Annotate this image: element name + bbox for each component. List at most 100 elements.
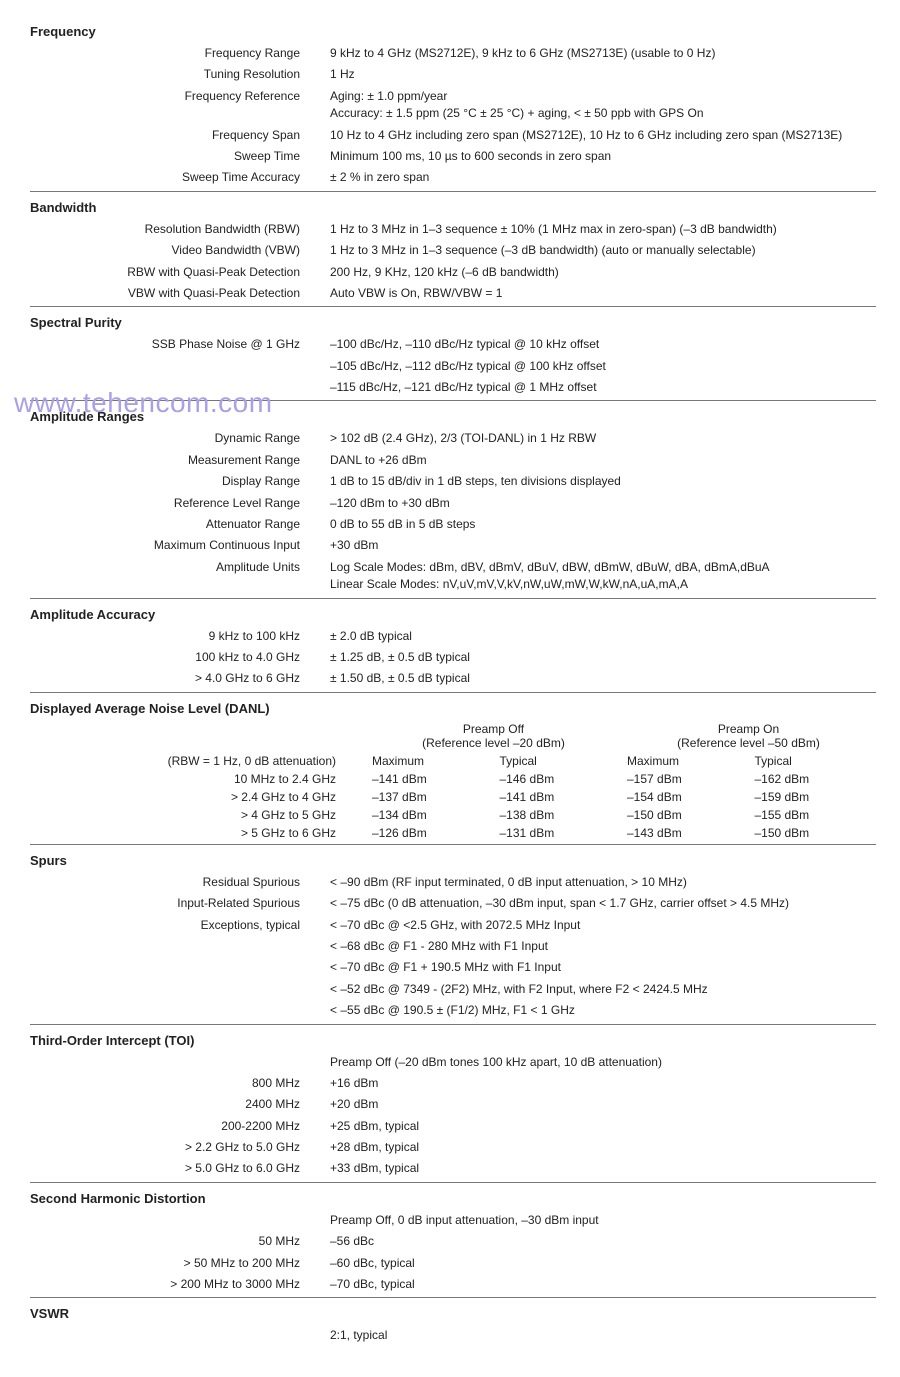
spec-label — [30, 959, 330, 976]
spec-label: Sweep Time — [30, 148, 330, 165]
spec-row: Resolution Bandwidth (RBW)1 Hz to 3 MHz … — [30, 219, 876, 240]
danl-cell: –157 dBm — [621, 770, 748, 788]
spec-value: 1 Hz — [330, 66, 876, 83]
spec-row: > 2.2 GHz to 5.0 GHz+28 dBm, typical — [30, 1137, 876, 1158]
spec-value: Log Scale Modes: dBm, dBV, dBmV, dBuV, d… — [330, 559, 876, 594]
spec-row: Residual Spurious< –90 dBm (RF input ter… — [30, 872, 876, 893]
spec-row: Display Range1 dB to 15 dB/div in 1 dB s… — [30, 471, 876, 492]
danl-cell: –146 dBm — [493, 770, 621, 788]
spec-label — [30, 981, 330, 998]
section-frequency-title: Frequency — [30, 18, 876, 43]
spec-label: Frequency Reference — [30, 88, 330, 123]
spec-label: Sweep Time Accuracy — [30, 169, 330, 186]
danl-row: > 4 GHz to 5 GHz–134 dBm–138 dBm–150 dBm… — [30, 806, 876, 824]
spec-label: Frequency Span — [30, 127, 330, 144]
spec-label: 50 MHz — [30, 1233, 330, 1250]
spec-value: 9 kHz to 4 GHz (MS2712E), 9 kHz to 6 GHz… — [330, 45, 876, 62]
spec-label: Frequency Range — [30, 45, 330, 62]
danl-row: > 5 GHz to 6 GHz–126 dBm–131 dBm–143 dBm… — [30, 824, 876, 842]
spec-row: Dynamic Range> 102 dB (2.4 GHz), 2/3 (TO… — [30, 428, 876, 449]
danl-preamp-on-head: Preamp On — [718, 722, 779, 736]
divider — [30, 191, 876, 192]
spec-label — [30, 938, 330, 955]
spec-row: Exceptions, typical< –70 dBc @ <2.5 GHz,… — [30, 915, 876, 936]
spec-value: DANL to +26 dBm — [330, 452, 876, 469]
spec-value: 10 Hz to 4 GHz including zero span (MS27… — [330, 127, 876, 144]
spec-row: Video Bandwidth (VBW)1 Hz to 3 MHz in 1–… — [30, 240, 876, 261]
section-spurs-rows: Residual Spurious< –90 dBm (RF input ter… — [30, 872, 876, 1022]
section-danl-title: Displayed Average Noise Level (DANL) — [30, 695, 876, 720]
spec-value: 0 dB to 55 dB in 5 dB steps — [330, 516, 876, 533]
spec-label — [30, 1054, 330, 1071]
spec-value: < –55 dBc @ 190.5 ± (F1/2) MHz, F1 < 1 G… — [330, 1002, 876, 1019]
spec-row: SSB Phase Noise @ 1 GHz–100 dBc/Hz, –110… — [30, 334, 876, 355]
spec-label: Input-Related Spurious — [30, 895, 330, 912]
spec-value: –115 dBc/Hz, –121 dBc/Hz typical @ 1 MHz… — [330, 379, 876, 396]
spec-value: 2:1, typical — [330, 1327, 876, 1344]
spec-label: Amplitude Units — [30, 559, 330, 594]
spec-row: < –55 dBc @ 190.5 ± (F1/2) MHz, F1 < 1 G… — [30, 1000, 876, 1021]
danl-row-label: > 2.4 GHz to 4 GHz — [30, 788, 366, 806]
spec-value: 200 Hz, 9 KHz, 120 kHz (–6 dB bandwidth) — [330, 264, 876, 281]
danl-body: 10 MHz to 2.4 GHz–141 dBm–146 dBm–157 dB… — [30, 770, 876, 842]
spec-row: 100 kHz to 4.0 GHz± 1.25 dB, ± 0.5 dB ty… — [30, 647, 876, 668]
spec-row: > 200 MHz to 3000 MHz–70 dBc, typical — [30, 1274, 876, 1295]
spec-value: ± 2.0 dB typical — [330, 628, 876, 645]
spec-label: Reference Level Range — [30, 495, 330, 512]
danl-cell: –126 dBm — [366, 824, 493, 842]
spec-row: –105 dBc/Hz, –112 dBc/Hz typical @ 100 k… — [30, 356, 876, 377]
danl-rowhead-note: (RBW = 1 Hz, 0 dB attenuation) — [30, 752, 366, 770]
spec-value: < –90 dBm (RF input terminated, 0 dB inp… — [330, 874, 876, 891]
danl-cell: –131 dBm — [493, 824, 621, 842]
spec-value: +20 dBm — [330, 1096, 876, 1113]
divider — [30, 1182, 876, 1183]
spec-value: < –70 dBc @ <2.5 GHz, with 2072.5 MHz In… — [330, 917, 876, 934]
spec-row: 800 MHz+16 dBm — [30, 1073, 876, 1094]
danl-col-typ2: Typical — [748, 752, 876, 770]
spec-label: Tuning Resolution — [30, 66, 330, 83]
danl-row-label: > 5 GHz to 6 GHz — [30, 824, 366, 842]
danl-cell: –155 dBm — [748, 806, 876, 824]
section-shd-title: Second Harmonic Distortion — [30, 1185, 876, 1210]
spec-value: Preamp Off (–20 dBm tones 100 kHz apart,… — [330, 1054, 876, 1071]
section-toi-rows: Preamp Off (–20 dBm tones 100 kHz apart,… — [30, 1052, 876, 1180]
divider — [30, 1297, 876, 1298]
spec-row: > 4.0 GHz to 6 GHz± 1.50 dB, ± 0.5 dB ty… — [30, 668, 876, 689]
section-vswr-rows: 2:1, typical — [30, 1325, 876, 1346]
spec-label — [30, 1327, 330, 1344]
danl-cell: –159 dBm — [748, 788, 876, 806]
section-bandwidth-rows: Resolution Bandwidth (RBW)1 Hz to 3 MHz … — [30, 219, 876, 305]
spec-value: Auto VBW is On, RBW/VBW = 1 — [330, 285, 876, 302]
section-toi-title: Third-Order Intercept (TOI) — [30, 1027, 876, 1052]
spec-label: Dynamic Range — [30, 430, 330, 447]
spec-value: +25 dBm, typical — [330, 1118, 876, 1135]
spec-label: Display Range — [30, 473, 330, 490]
spec-row: Frequency Range9 kHz to 4 GHz (MS2712E),… — [30, 43, 876, 64]
spec-sheet: www.tehencom.com Frequency Frequency Ran… — [0, 0, 900, 1377]
spec-value: < –75 dBc (0 dB attenuation, –30 dBm inp… — [330, 895, 876, 912]
spec-row: 50 MHz–56 dBc — [30, 1231, 876, 1252]
danl-preamp-off-sub: (Reference level –20 dBm) — [422, 736, 565, 750]
section-frequency-rows: Frequency Range9 kHz to 4 GHz (MS2712E),… — [30, 43, 876, 189]
spec-label — [30, 1002, 330, 1019]
section-spectral-title: Spectral Purity — [30, 309, 876, 334]
spec-row: Frequency Span10 Hz to 4 GHz including z… — [30, 125, 876, 146]
spec-value: +33 dBm, typical — [330, 1160, 876, 1177]
spec-label — [30, 358, 330, 375]
spec-value: Preamp Off, 0 dB input attenuation, –30 … — [330, 1212, 876, 1229]
spec-row: Preamp Off, 0 dB input attenuation, –30 … — [30, 1210, 876, 1231]
section-ampacc-title: Amplitude Accuracy — [30, 601, 876, 626]
spec-row: Measurement RangeDANL to +26 dBm — [30, 450, 876, 471]
danl-cell: –138 dBm — [493, 806, 621, 824]
danl-table: Preamp Off (Reference level –20 dBm) Pre… — [30, 720, 876, 842]
spec-value: 1 dB to 15 dB/div in 1 dB steps, ten div… — [330, 473, 876, 490]
spec-row: Sweep Time Accuracy± 2 % in zero span — [30, 167, 876, 188]
spec-row: RBW with Quasi-Peak Detection200 Hz, 9 K… — [30, 262, 876, 283]
spec-row: < –68 dBc @ F1 - 280 MHz with F1 Input — [30, 936, 876, 957]
spec-row: < –70 dBc @ F1 + 190.5 MHz with F1 Input — [30, 957, 876, 978]
section-vswr-title: VSWR — [30, 1300, 876, 1325]
danl-row-label: > 4 GHz to 5 GHz — [30, 806, 366, 824]
spec-value: < –70 dBc @ F1 + 190.5 MHz with F1 Input — [330, 959, 876, 976]
danl-row: 10 MHz to 2.4 GHz–141 dBm–146 dBm–157 dB… — [30, 770, 876, 788]
spec-value: ± 2 % in zero span — [330, 169, 876, 186]
